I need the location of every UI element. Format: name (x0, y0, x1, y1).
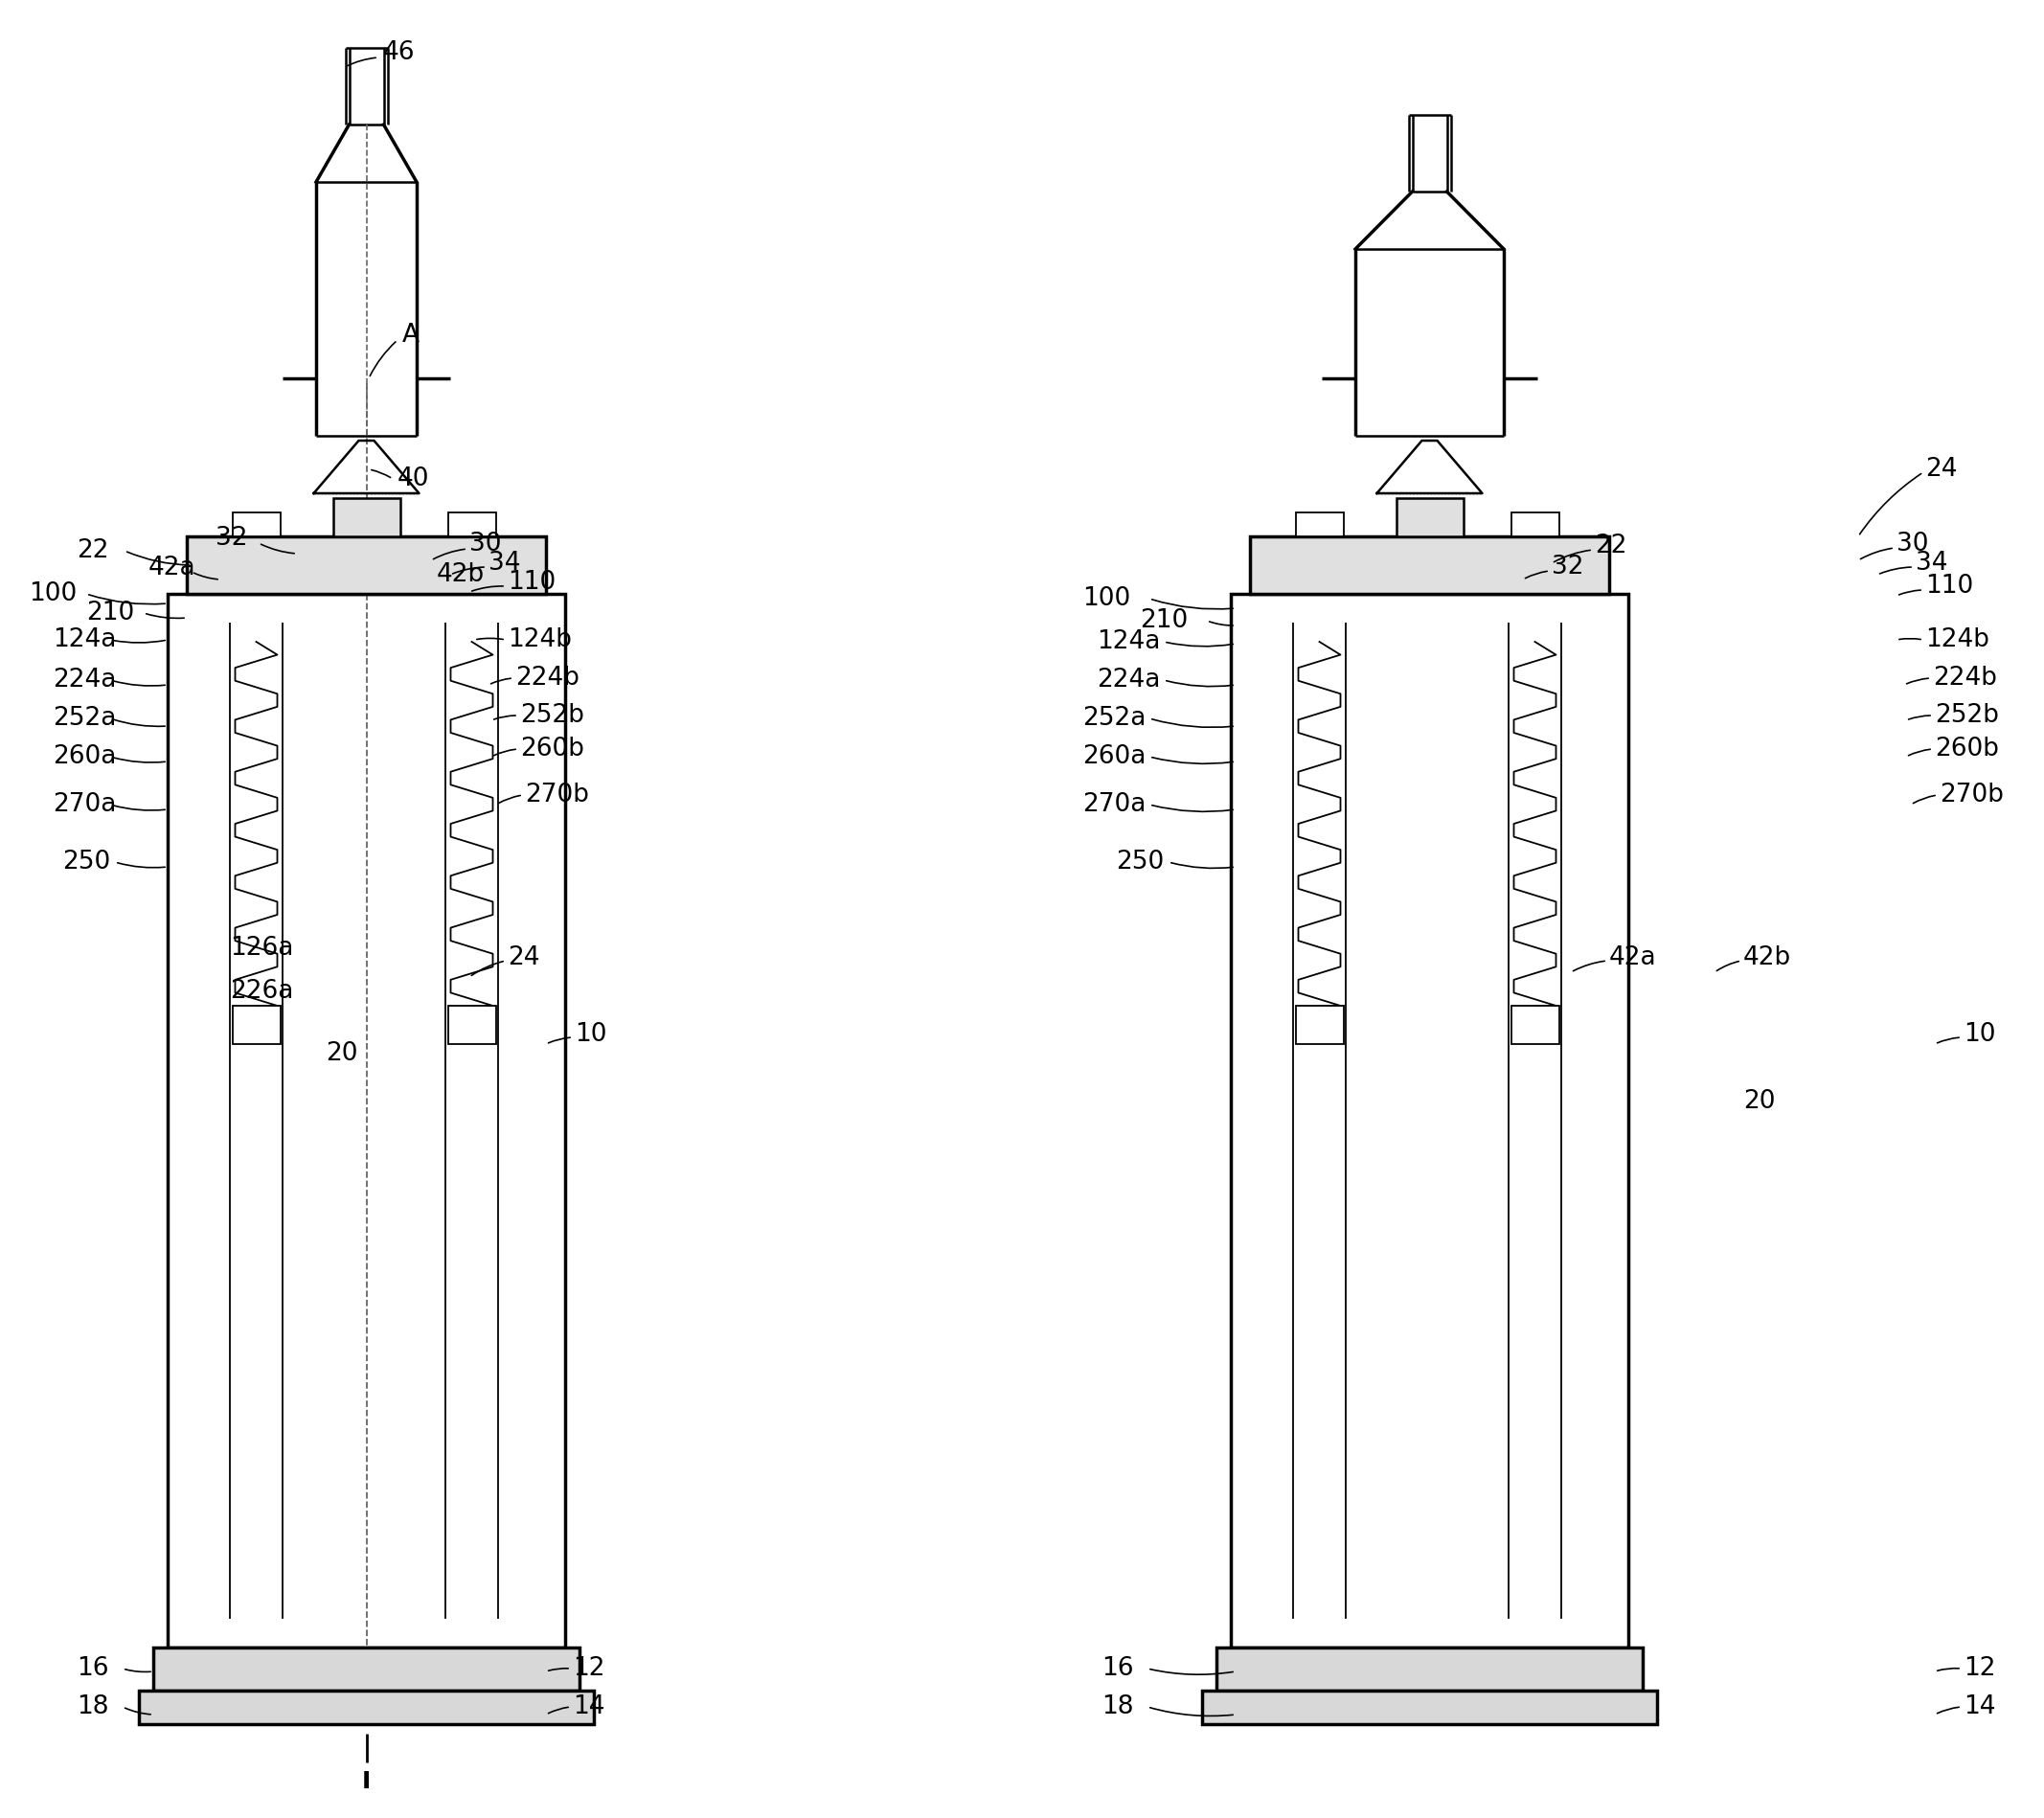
Bar (1511, 1005, 1560, 1044)
Text: 270b: 270b (1940, 782, 2003, 807)
Text: 14: 14 (572, 1694, 605, 1720)
Text: 24: 24 (1925, 456, 1958, 482)
Bar (1511, 513, 1560, 536)
Text: 22: 22 (76, 538, 108, 564)
Text: I: I (362, 1771, 370, 1793)
Text: 24: 24 (507, 945, 540, 971)
Text: 252b: 252b (1936, 704, 1999, 727)
Text: 34: 34 (1915, 551, 1948, 576)
Text: 124a: 124a (53, 627, 117, 653)
Text: 42a: 42a (149, 556, 196, 580)
Bar (139, 1691, 595, 1723)
Bar (333, 498, 401, 536)
Text: 32: 32 (215, 525, 247, 551)
Text: 42b: 42b (437, 562, 484, 587)
Text: 34: 34 (489, 551, 521, 576)
Text: 210: 210 (86, 600, 135, 625)
Text: 270a: 270a (53, 793, 117, 816)
Bar (233, 1005, 280, 1044)
Bar (168, 594, 564, 1647)
Text: 252a: 252a (53, 705, 117, 731)
Text: 18: 18 (1102, 1694, 1134, 1720)
Bar (448, 513, 497, 536)
Bar (448, 1005, 497, 1044)
Bar (1296, 513, 1343, 536)
Text: 14: 14 (1964, 1694, 1995, 1720)
Text: 124b: 124b (1925, 627, 1989, 653)
Text: 260b: 260b (1936, 736, 1999, 762)
Text: 210: 210 (1141, 609, 1188, 633)
Bar (1396, 498, 1464, 536)
Text: 16: 16 (1102, 1656, 1134, 1682)
Text: 46: 46 (382, 40, 415, 65)
Text: 126a: 126a (229, 936, 294, 960)
Text: 100: 100 (1083, 585, 1130, 611)
Text: 260a: 260a (1083, 744, 1147, 769)
Text: 260b: 260b (519, 736, 585, 762)
Text: 224b: 224b (1934, 665, 1997, 691)
Text: 16: 16 (76, 1656, 108, 1682)
Text: 10: 10 (574, 1022, 607, 1047)
Bar (1296, 1005, 1343, 1044)
Text: 30: 30 (470, 531, 501, 556)
Text: 270b: 270b (525, 782, 589, 807)
Text: 124a: 124a (1098, 629, 1161, 654)
Text: 270a: 270a (1083, 793, 1147, 816)
Text: 20: 20 (325, 1042, 358, 1065)
Text: 20: 20 (1744, 1089, 1776, 1114)
Text: 110: 110 (1925, 574, 1972, 598)
Text: 30: 30 (1897, 531, 1930, 556)
Text: 252b: 252b (519, 704, 585, 727)
Bar (1216, 1647, 1643, 1691)
Text: 250: 250 (1116, 849, 1163, 874)
Text: 224b: 224b (515, 665, 580, 691)
Text: 22: 22 (1594, 533, 1627, 558)
Text: 32: 32 (1551, 554, 1584, 580)
Text: 252a: 252a (1083, 705, 1147, 731)
Text: 226a: 226a (229, 978, 294, 1004)
Bar (153, 1647, 580, 1691)
Bar (1230, 594, 1629, 1647)
Text: 40: 40 (397, 467, 429, 491)
Bar (1202, 1691, 1658, 1723)
Text: 224a: 224a (53, 667, 117, 693)
Text: 12: 12 (1964, 1656, 1995, 1682)
Text: 260a: 260a (53, 744, 117, 769)
Bar (233, 513, 280, 536)
Text: 110: 110 (507, 569, 556, 594)
Text: A: A (403, 324, 419, 347)
Text: 18: 18 (76, 1694, 108, 1720)
Bar (186, 536, 546, 594)
Text: 42b: 42b (1744, 945, 1791, 971)
Text: 10: 10 (1964, 1022, 1995, 1047)
Text: 224a: 224a (1098, 667, 1161, 693)
Text: 250: 250 (61, 849, 110, 874)
Bar (1251, 536, 1609, 594)
Text: 100: 100 (29, 582, 78, 607)
Text: 124b: 124b (507, 627, 572, 653)
Text: 12: 12 (572, 1656, 605, 1682)
Text: 42a: 42a (1609, 945, 1658, 971)
